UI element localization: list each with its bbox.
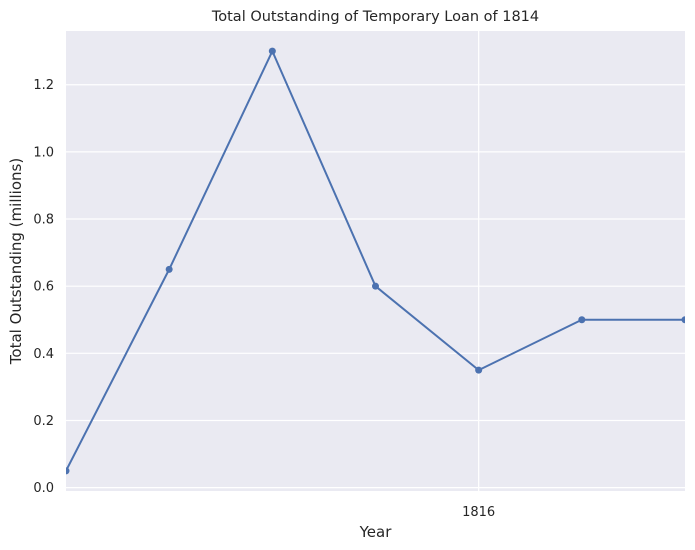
data-point [681,316,685,324]
data-point [475,366,483,374]
y-tick-label: 0.6 [33,280,54,295]
y-axis-title: Total Outstanding (millions) [7,158,25,365]
y-tick-label: 1.0 [33,145,54,160]
y-tick-label: 0.2 [33,414,54,429]
grid-lines [66,31,685,491]
x-axis-title: Year [359,523,393,541]
series-layer [66,47,685,475]
data-point [372,282,379,290]
y-tick-label: 0.0 [33,481,54,496]
data-point [165,265,173,273]
data-point [268,47,276,55]
chart-title: Total Outstanding of Temporary Loan of 1… [211,9,539,25]
data-point [578,316,586,324]
y-tick-label: 0.4 [33,347,54,362]
x-axis-ticks: 1816 [462,505,495,520]
x-tick-label: 1816 [462,505,495,520]
y-axis-ticks: 0.0 0.2 0.4 0.6 0.8 1.0 1.2 [33,78,54,496]
y-tick-label: 1.2 [33,78,54,93]
data-point [66,467,70,475]
plot-area [66,31,685,491]
series [66,47,685,475]
y-tick-label: 0.8 [33,213,54,228]
